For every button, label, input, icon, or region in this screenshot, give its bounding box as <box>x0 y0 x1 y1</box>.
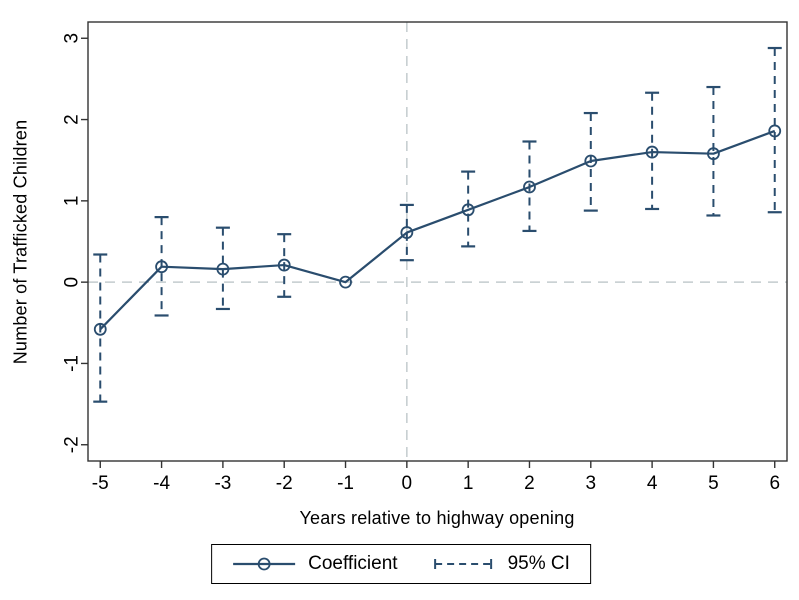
x-tick-label: 5 <box>708 473 719 494</box>
data-point-marker <box>461 203 475 217</box>
x-tick-label: -1 <box>337 473 354 494</box>
x-axis-title: Years relative to highway opening <box>299 508 575 528</box>
x-tick-label: -2 <box>276 473 293 494</box>
data-point-marker <box>216 262 230 276</box>
legend: Coefficient 95% CI <box>211 544 591 584</box>
data-point-marker <box>523 180 536 194</box>
data-point-marker <box>400 226 414 239</box>
x-tick-label: 4 <box>647 473 658 494</box>
x-tick-label: 3 <box>586 473 597 494</box>
data-point-marker <box>93 322 107 336</box>
x-tick-label: -5 <box>92 473 109 494</box>
x-tick-label: -3 <box>214 473 231 494</box>
y-tick-label: -2 <box>62 436 83 453</box>
legend-item-ci: 95% CI <box>432 553 570 575</box>
legend-label-ci: 95% CI <box>507 553 570 574</box>
x-tick-label: 0 <box>402 473 413 494</box>
y-tick-label: 2 <box>62 114 83 125</box>
x-tick-label: -4 <box>153 473 170 494</box>
coefficient-line-icon <box>233 557 296 571</box>
data-point-marker <box>584 154 598 168</box>
data-point-marker <box>277 258 291 272</box>
y-tick-label: 3 <box>62 33 83 44</box>
x-tick-label: 6 <box>769 473 780 494</box>
x-tick-label: 2 <box>524 473 535 494</box>
data-point-marker <box>645 145 659 159</box>
y-tick-label: -1 <box>62 355 83 372</box>
data-point-marker <box>155 260 168 274</box>
legend-label-coefficient: Coefficient <box>308 553 398 574</box>
legend-item-coefficient: Coefficient <box>232 553 398 575</box>
plot-border <box>87 21 788 462</box>
coefficient-line <box>99 129 776 331</box>
ci-whisker-icon <box>434 559 493 569</box>
y-tick-label: 0 <box>62 277 83 288</box>
x-tick-label: 1 <box>463 473 474 494</box>
y-tick-label: 1 <box>62 196 83 207</box>
y-axis-title: Number of Trafficked Children <box>10 119 31 365</box>
data-point-marker <box>707 147 720 161</box>
data-point-marker <box>339 275 352 289</box>
data-point-marker <box>768 124 782 138</box>
